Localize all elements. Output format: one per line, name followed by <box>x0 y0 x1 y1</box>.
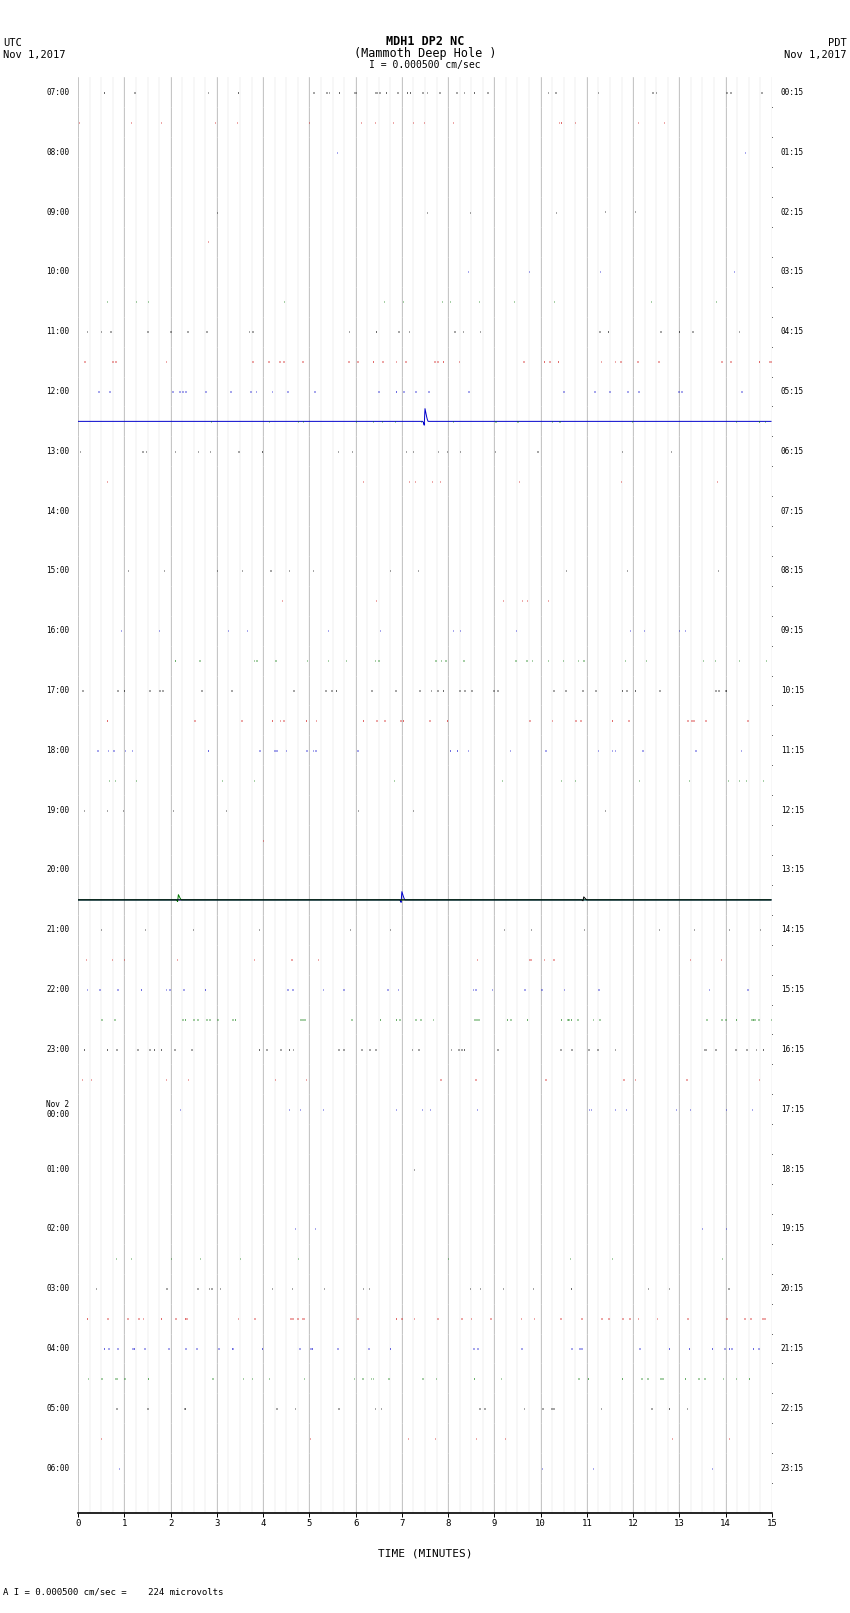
Text: 19:15: 19:15 <box>781 1224 804 1234</box>
Text: 13:00: 13:00 <box>46 447 69 456</box>
Text: 21:00: 21:00 <box>46 926 69 934</box>
Text: 06:15: 06:15 <box>781 447 804 456</box>
Text: 20:15: 20:15 <box>781 1284 804 1294</box>
Text: 07:00: 07:00 <box>46 87 69 97</box>
Text: 01:15: 01:15 <box>781 148 804 156</box>
Text: 16:15: 16:15 <box>781 1045 804 1053</box>
Text: 10:00: 10:00 <box>46 268 69 276</box>
Text: MDH1 DP2 NC: MDH1 DP2 NC <box>386 35 464 48</box>
Text: Nov 1,2017: Nov 1,2017 <box>3 50 66 60</box>
Text: 11:15: 11:15 <box>781 745 804 755</box>
Text: 15:00: 15:00 <box>46 566 69 576</box>
Text: 19:00: 19:00 <box>46 805 69 815</box>
Text: 06:00: 06:00 <box>46 1463 69 1473</box>
Text: 07:15: 07:15 <box>781 506 804 516</box>
Text: 22:15: 22:15 <box>781 1403 804 1413</box>
Text: 08:00: 08:00 <box>46 148 69 156</box>
Text: Nov 1,2017: Nov 1,2017 <box>784 50 847 60</box>
Text: A I = 0.000500 cm/sec =    224 microvolts: A I = 0.000500 cm/sec = 224 microvolts <box>3 1587 224 1597</box>
Text: 01:00: 01:00 <box>46 1165 69 1174</box>
Text: 13:15: 13:15 <box>781 866 804 874</box>
Text: 04:00: 04:00 <box>46 1344 69 1353</box>
Text: 09:15: 09:15 <box>781 626 804 636</box>
Text: 03:15: 03:15 <box>781 268 804 276</box>
Text: UTC: UTC <box>3 39 22 48</box>
Text: 02:15: 02:15 <box>781 208 804 216</box>
Text: 18:00: 18:00 <box>46 745 69 755</box>
Text: Nov 2
00:00: Nov 2 00:00 <box>46 1100 69 1119</box>
Text: 05:15: 05:15 <box>781 387 804 395</box>
Text: (Mammoth Deep Hole ): (Mammoth Deep Hole ) <box>354 47 496 60</box>
Text: I = 0.000500 cm/sec: I = 0.000500 cm/sec <box>369 60 481 71</box>
Text: 15:15: 15:15 <box>781 986 804 994</box>
Text: 12:00: 12:00 <box>46 387 69 395</box>
Text: 12:15: 12:15 <box>781 805 804 815</box>
Text: 14:15: 14:15 <box>781 926 804 934</box>
Text: 05:00: 05:00 <box>46 1403 69 1413</box>
Text: 09:00: 09:00 <box>46 208 69 216</box>
Text: 08:15: 08:15 <box>781 566 804 576</box>
Text: 02:00: 02:00 <box>46 1224 69 1234</box>
Text: 20:00: 20:00 <box>46 866 69 874</box>
Text: 23:00: 23:00 <box>46 1045 69 1053</box>
Text: 03:00: 03:00 <box>46 1284 69 1294</box>
Text: 22:00: 22:00 <box>46 986 69 994</box>
Text: 16:00: 16:00 <box>46 626 69 636</box>
Text: 14:00: 14:00 <box>46 506 69 516</box>
Text: 11:00: 11:00 <box>46 327 69 336</box>
Text: 17:00: 17:00 <box>46 686 69 695</box>
Text: 17:15: 17:15 <box>781 1105 804 1113</box>
Text: 18:15: 18:15 <box>781 1165 804 1174</box>
Text: 04:15: 04:15 <box>781 327 804 336</box>
Text: 10:15: 10:15 <box>781 686 804 695</box>
Text: 23:15: 23:15 <box>781 1463 804 1473</box>
Text: PDT: PDT <box>828 39 847 48</box>
Text: 00:15: 00:15 <box>781 87 804 97</box>
Text: TIME (MINUTES): TIME (MINUTES) <box>377 1548 473 1558</box>
Text: 21:15: 21:15 <box>781 1344 804 1353</box>
